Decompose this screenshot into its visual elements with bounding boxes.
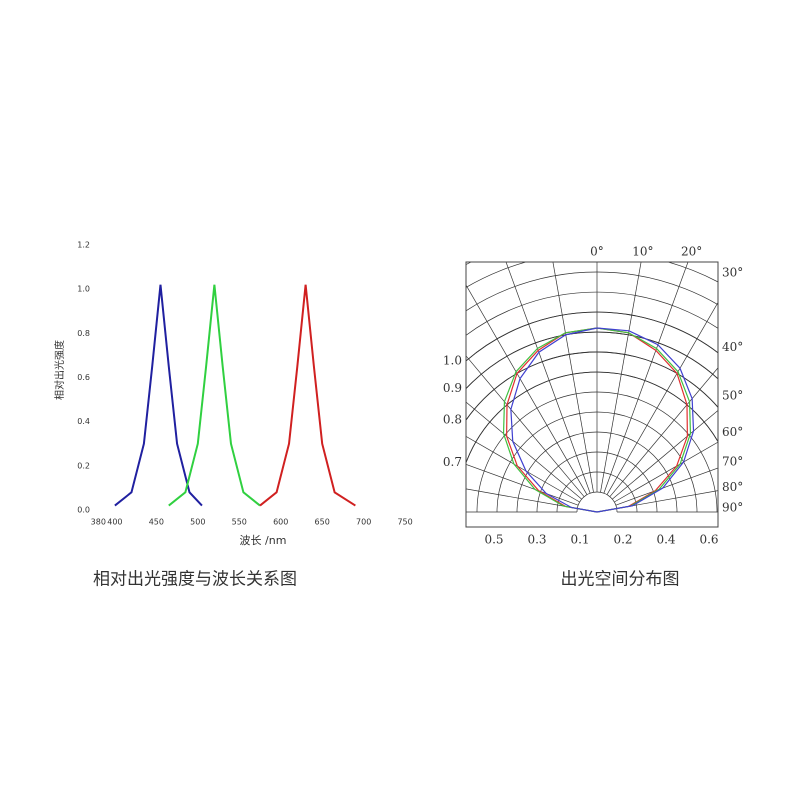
theta-tick-label: 20° (681, 245, 702, 259)
bottom-scale-label: 0.3 (527, 533, 546, 547)
y-axis-label: 相对出光强度 (53, 340, 66, 400)
radiation-curve (510, 327, 695, 513)
grid-ring (466, 311, 718, 362)
grid-ray (606, 301, 718, 495)
spectrum-chart: 波长 /nm 相对出光强度 相对出光强度与波长关系图 0.0 0.2 0.4 0.6 0… (53, 241, 413, 590)
grid-ray (616, 490, 718, 509)
theta-tick-label: 50° (722, 389, 743, 403)
grid-ray (466, 284, 588, 495)
caption: 出光空间分布图 (561, 570, 680, 590)
bottom-scale-label: 0.1 (570, 533, 589, 547)
grid-ray (466, 488, 578, 509)
r-tick-label: 0.9 (443, 381, 462, 395)
x-tick-label: 450 (149, 518, 164, 527)
y-tick-label: 0.4 (77, 417, 90, 426)
x-tick-label: 650 (315, 518, 330, 527)
theta-tick-label: 10° (632, 245, 653, 259)
y-tick-label: 0.8 (77, 329, 90, 338)
r-tick-label: 0.7 (443, 455, 462, 469)
grid-ray (614, 441, 718, 503)
polar-grid (466, 262, 718, 513)
y-tick-label: 0.2 (77, 461, 90, 470)
grid-ray (603, 262, 689, 494)
grid-ray (600, 262, 642, 493)
x-tick-label: 600 (273, 518, 288, 527)
grid-ray (466, 401, 582, 500)
x-tick-label: 380 (91, 518, 106, 527)
x-axis-label: 波长 /nm (240, 534, 287, 547)
caption: 相对出光强度与波长关系图 (93, 570, 297, 590)
r-tick-label: 0.8 (443, 413, 462, 427)
y-tick-label: 1.2 (77, 241, 90, 250)
bottom-scale-label: 0.6 (699, 533, 718, 547)
x-tick-label: 400 (107, 518, 122, 527)
grid-ray (552, 262, 594, 493)
theta-tick-label: 70° (722, 454, 743, 468)
x-tick-label: 550 (232, 518, 247, 527)
grid-arc (576, 491, 618, 513)
theta-tick-label: 30° (722, 265, 743, 279)
x-tick-label: 700 (356, 518, 371, 527)
bottom-scale-label: 0.4 (656, 533, 675, 547)
theta-tick-label: 0° (590, 245, 604, 259)
grid-ray (466, 463, 579, 506)
grid-ray (466, 355, 585, 497)
frame (465, 261, 719, 528)
bottom-scale-label: 0.5 (484, 533, 503, 547)
y-tick-label: 0.6 (77, 373, 90, 382)
theta-tick-label: 90° (722, 501, 743, 515)
grid-ring (466, 371, 718, 464)
grid-ring (466, 331, 718, 390)
y-tick-label: 1.0 (77, 285, 90, 294)
grid-ray (609, 367, 718, 497)
grid-ray (612, 410, 718, 500)
r-tick-label: 1.0 (443, 353, 462, 367)
bottom-scale-label: 0.2 (613, 533, 632, 547)
theta-tick-label: 80° (722, 480, 743, 494)
theta-tick-label: 40° (722, 340, 743, 354)
grid-ray (466, 435, 580, 503)
theta-tick-label: 60° (722, 425, 743, 439)
x-tick-label: 750 (397, 518, 412, 527)
y-tick-label: 0.0 (77, 506, 90, 515)
grid-ray (505, 262, 591, 494)
spectrum-line (114, 284, 203, 507)
x-tick-label: 500 (190, 518, 205, 527)
spectrum-line (259, 284, 356, 507)
spectrum-line (168, 284, 261, 507)
grid-ray (615, 467, 718, 506)
grid-ring (466, 351, 718, 422)
polar-chart: 出光空间分布图 1.0 0.9 0.8 0.7 0° 10° 20° 30° 40° 50° 60°… (443, 245, 743, 590)
